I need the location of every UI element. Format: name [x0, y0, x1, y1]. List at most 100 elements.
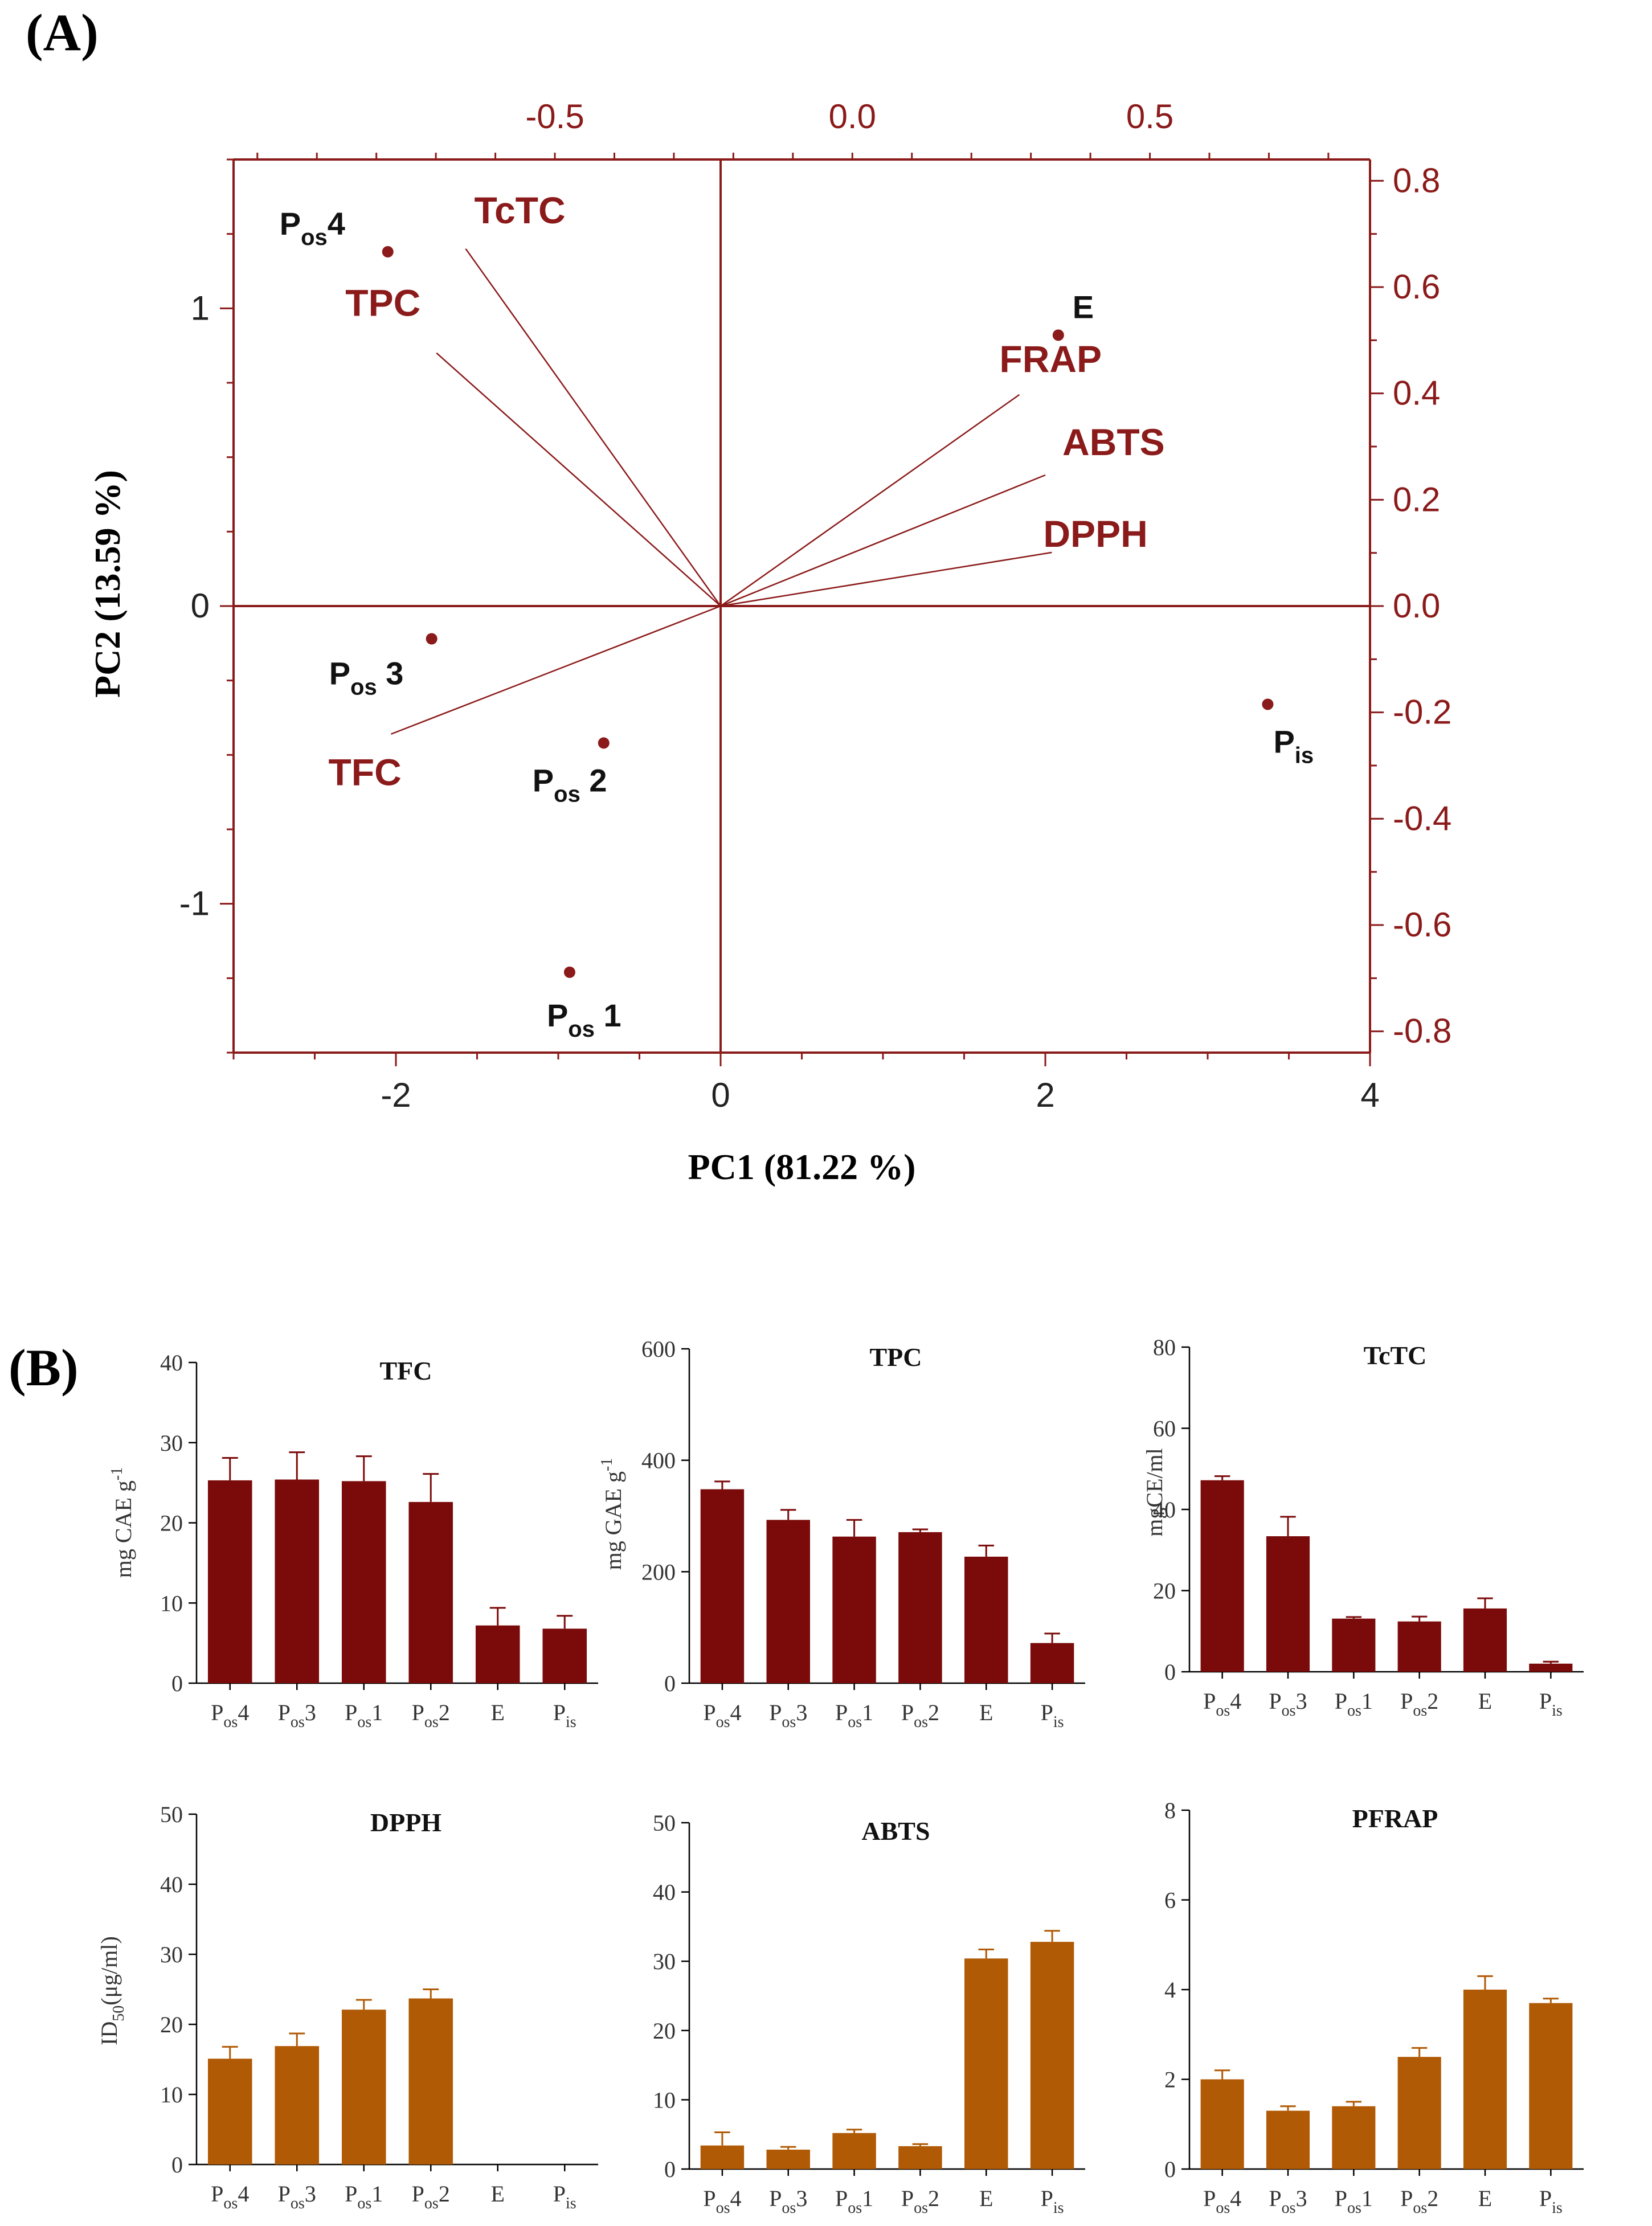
bar: [766, 1520, 810, 1683]
x-axis-title: PC1 (81.22 %): [688, 1147, 916, 1187]
bar: [1030, 1942, 1074, 2169]
y-axis-title: mgCE/ml: [1142, 1448, 1167, 1537]
label-subscript: os: [301, 225, 328, 250]
category-suffix: 1: [862, 1700, 873, 1725]
right-tick-label: -0.4: [1393, 799, 1451, 837]
category-main: P: [345, 2181, 357, 2207]
x-tick-label: 0: [711, 1076, 730, 1114]
y-axis-title: ID50(μg/ml): [96, 1936, 128, 2045]
label-suffix: 4: [328, 206, 345, 242]
y-axis-title: mg GAE g-1: [598, 1458, 626, 1570]
loading-label-dpph: DPPH: [1043, 513, 1147, 555]
loading-label-tfc: TFC: [328, 751, 401, 793]
category-label: Pos3: [278, 1700, 316, 1731]
category-label: Pos1: [345, 1700, 383, 1731]
category-suffix: 2: [439, 2181, 450, 2207]
category-subscript: os: [424, 1713, 439, 1731]
bar: [1463, 1990, 1507, 2169]
category-main: P: [1335, 2186, 1347, 2211]
bar: [475, 1625, 520, 1683]
y-tick-label: 30: [653, 1949, 676, 1974]
category-main: P: [412, 1700, 424, 1725]
category-subscript: os: [716, 2199, 730, 2217]
bar: [542, 1628, 587, 1683]
category-suffix: 3: [796, 1700, 807, 1725]
category-main: E: [979, 2186, 993, 2211]
y-tick-label: 0: [171, 1671, 183, 1696]
label-subscript: os: [350, 674, 377, 699]
bar: [1529, 1663, 1573, 1672]
score-point: [1262, 698, 1274, 710]
loading-vector-tpc: [436, 352, 721, 607]
y-axis-title-text: ID: [96, 2022, 122, 2045]
category-label: Pos4: [703, 1700, 741, 1731]
category-subscript: os: [424, 2195, 439, 2212]
score-label: E: [1073, 289, 1094, 325]
y-tick-label: 40: [160, 1350, 183, 1376]
bar: [832, 2133, 876, 2169]
bar: [341, 1481, 386, 1683]
category-main: P: [835, 1700, 848, 1725]
category-suffix: 2: [928, 2186, 939, 2211]
bar: [832, 1536, 876, 1683]
category-label: E: [491, 2181, 505, 2207]
bar: [898, 1532, 942, 1683]
category-subscript: is: [1552, 2199, 1563, 2217]
loading-label-tpc: TPC: [345, 282, 420, 324]
label-subscript: is: [1295, 743, 1314, 768]
category-main: P: [1203, 1688, 1216, 1714]
category-subscript: is: [1053, 1713, 1064, 1731]
y-tick-label: 4: [1164, 1977, 1176, 2003]
score-label: Pos4: [280, 206, 345, 250]
right-tick-label: -0.6: [1393, 906, 1451, 944]
y-tick-label: 40: [1153, 1497, 1176, 1523]
category-label: Pos2: [1400, 2186, 1438, 2217]
label-suffix: 2: [580, 762, 607, 798]
y-tick-label: 80: [1153, 1335, 1176, 1360]
x-tick-label: -2: [381, 1076, 411, 1114]
bar: [1200, 2079, 1244, 2169]
loading-label-tctc: TcTC: [475, 189, 566, 231]
category-label: E: [979, 1700, 993, 1725]
category-label: Pos1: [1335, 2186, 1373, 2217]
chart-title: TcTC: [1364, 1341, 1427, 1370]
y-tick-label: 30: [160, 1942, 183, 1967]
category-main: P: [211, 2181, 223, 2207]
y-tick-label: 400: [641, 1448, 676, 1474]
label-main: P: [329, 655, 350, 691]
label-subscript: os: [554, 781, 580, 807]
y-tick-label: 1: [191, 289, 210, 327]
y-axis-title-superscript: -1: [108, 1467, 126, 1480]
y-axis-title: PC2 (13.59 %): [87, 470, 128, 698]
bar: [408, 1501, 453, 1683]
category-subscript: os: [1413, 1702, 1427, 1720]
y-tick-label: 6: [1164, 1888, 1176, 1913]
y-tick-label: 2: [1164, 2067, 1176, 2093]
category-main: P: [345, 1700, 357, 1725]
category-main: P: [1335, 1688, 1347, 1714]
category-label: E: [1478, 1688, 1492, 1714]
category-label: Pos2: [901, 2186, 939, 2217]
chart-title: PFRAP: [1352, 1804, 1438, 1833]
bar: [700, 2145, 745, 2169]
category-label: Pos4: [211, 1700, 249, 1731]
category-label: Pis: [1539, 1688, 1563, 1720]
chart-title: ABTS: [861, 1816, 930, 1846]
bar: [341, 2010, 386, 2164]
loading-vector-abts: [720, 474, 1046, 607]
category-suffix: 4: [1230, 2186, 1241, 2211]
pca-biplot: -2 0 2 4 -1 0 1 -0.5 0.0 0.5 0.8 0.6 0.4 0.2 0.0 -0.2 -0…: [87, 97, 1451, 1187]
category-subscript: os: [357, 1713, 371, 1731]
category-label: Pos4: [211, 2181, 249, 2212]
score-label: Pos 1: [547, 997, 621, 1042]
score-label: Pis: [1273, 723, 1314, 768]
category-main: E: [979, 1700, 993, 1725]
category-subscript: is: [1552, 1702, 1563, 1720]
right-tick-label: 0.0: [1393, 587, 1440, 625]
category-main: P: [1539, 1688, 1552, 1714]
